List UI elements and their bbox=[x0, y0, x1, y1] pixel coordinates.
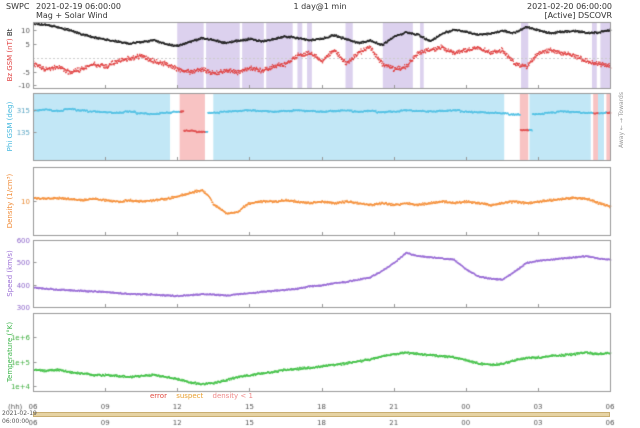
y-axis-label-temperature: Temperature (°K) bbox=[6, 313, 14, 391]
legend-error: error bbox=[150, 392, 167, 400]
y-axis-label-mag: Bz GSM (nT) Bt bbox=[6, 22, 14, 88]
plot-start-datetime: 2021-02-19 06:00:00 bbox=[36, 2, 121, 11]
legend-density-lt1: density < 1 bbox=[212, 392, 253, 400]
range-resolution-label: 1 day@1 min bbox=[293, 2, 347, 11]
phi-axis-label: Phi GSM (deg) bbox=[6, 101, 14, 152]
footer-start-time: 06:00:00 bbox=[2, 418, 29, 425]
y-axis-label-density: Density (1/cm³) bbox=[6, 167, 14, 235]
away-towards-label: Away ← → Towards bbox=[618, 92, 625, 148]
plot-end-datetime: 2021-02-20 06:00:00 bbox=[527, 2, 612, 11]
density-axis-label: Density (1/cm³) bbox=[6, 173, 14, 229]
time-range-slider[interactable] bbox=[33, 412, 610, 417]
temperature-axis-label: Temperature (°K) bbox=[6, 321, 14, 383]
flag-legend: error suspect density < 1 bbox=[150, 392, 260, 400]
speed-axis-label: Speed (km/s) bbox=[6, 250, 14, 297]
y-axis-label-phi: Phi GSM (deg) bbox=[6, 93, 14, 160]
bt-axis-label: Bt bbox=[6, 28, 14, 39]
legend-suspect: suspect bbox=[176, 392, 204, 400]
satellite-status-label: [Active] DSCOVR bbox=[544, 11, 612, 20]
bz-axis-label: Bz GSM (nT) bbox=[6, 38, 14, 82]
y-axis-label-speed: Speed (km/s) bbox=[6, 240, 14, 307]
footer-start-date: 2021-02-19 bbox=[2, 410, 37, 417]
plot-subtitle: Mag + Solar Wind bbox=[36, 11, 108, 20]
app-title: SWPC bbox=[6, 2, 30, 11]
